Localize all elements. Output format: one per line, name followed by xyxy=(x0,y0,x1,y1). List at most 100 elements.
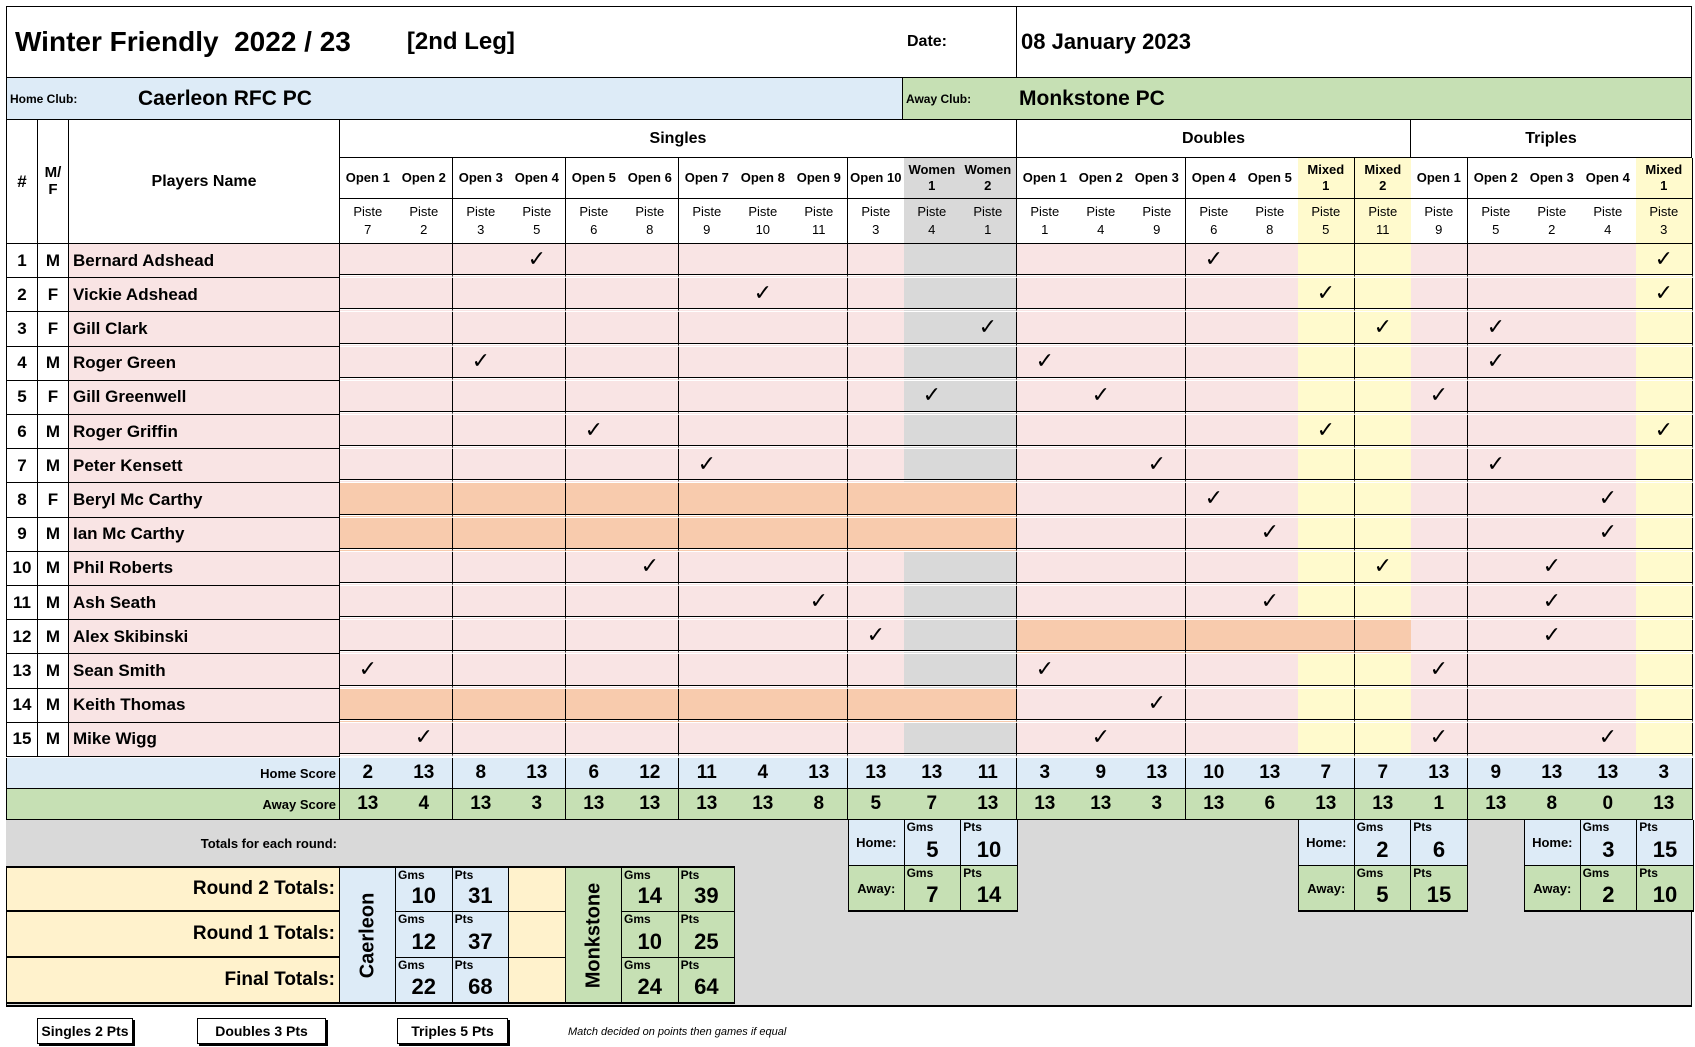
selection-cell[interactable] xyxy=(679,654,736,689)
selection-cell[interactable] xyxy=(509,346,566,381)
selection-cell[interactable] xyxy=(509,654,566,689)
selection-cell[interactable] xyxy=(1186,312,1243,347)
selection-cell[interactable] xyxy=(1017,415,1074,450)
selection-cell[interactable] xyxy=(1186,278,1243,313)
selection-cell[interactable] xyxy=(904,551,961,586)
selection-cell[interactable] xyxy=(848,654,905,689)
selection-cell[interactable] xyxy=(679,380,736,415)
selection-cell[interactable] xyxy=(848,551,905,586)
selection-cell[interactable] xyxy=(1186,620,1243,655)
selection-cell[interactable] xyxy=(1073,483,1130,518)
selection-cell[interactable] xyxy=(1524,312,1581,347)
selection-cell[interactable] xyxy=(960,483,1017,518)
selection-cell[interactable] xyxy=(1073,278,1130,313)
selection-cell[interactable] xyxy=(1129,346,1186,381)
selection-cell[interactable] xyxy=(509,312,566,347)
selection-cell[interactable] xyxy=(340,449,397,484)
selection-cell[interactable] xyxy=(904,483,961,518)
selection-cell[interactable] xyxy=(791,449,848,484)
selection-cell[interactable] xyxy=(1355,346,1412,381)
selection-cell[interactable]: ✓ xyxy=(1073,380,1130,415)
selection-cell[interactable] xyxy=(791,244,848,279)
selection-cell[interactable]: ✓ xyxy=(1468,346,1525,381)
selection-cell[interactable] xyxy=(340,722,397,757)
selection-cell[interactable] xyxy=(960,449,1017,484)
selection-cell[interactable]: ✓ xyxy=(396,722,453,757)
selection-cell[interactable]: ✓ xyxy=(1580,722,1637,757)
selection-cell[interactable] xyxy=(1636,586,1693,621)
selection-cell[interactable] xyxy=(1636,483,1693,518)
selection-cell[interactable]: ✓ xyxy=(509,244,566,279)
selection-cell[interactable] xyxy=(1580,312,1637,347)
selection-cell[interactable] xyxy=(1186,346,1243,381)
selection-cell[interactable] xyxy=(1242,312,1299,347)
selection-cell[interactable] xyxy=(1017,620,1074,655)
selection-cell[interactable] xyxy=(679,278,736,313)
selection-cell[interactable] xyxy=(1580,654,1637,689)
selection-cell[interactable] xyxy=(453,449,510,484)
selection-cell[interactable] xyxy=(1468,380,1525,415)
selection-cell[interactable] xyxy=(1468,244,1525,279)
selection-cell[interactable] xyxy=(735,586,792,621)
selection-cell[interactable]: ✓ xyxy=(1298,278,1355,313)
selection-cell[interactable] xyxy=(848,688,905,723)
selection-cell[interactable] xyxy=(1073,688,1130,723)
selection-cell[interactable] xyxy=(566,586,623,621)
selection-cell[interactable] xyxy=(509,620,566,655)
selection-cell[interactable] xyxy=(396,517,453,552)
selection-cell[interactable] xyxy=(1636,654,1693,689)
selection-cell[interactable] xyxy=(848,449,905,484)
selection-cell[interactable] xyxy=(1017,449,1074,484)
selection-cell[interactable] xyxy=(1073,551,1130,586)
selection-cell[interactable] xyxy=(1242,722,1299,757)
selection-cell[interactable] xyxy=(453,415,510,450)
selection-cell[interactable] xyxy=(1468,483,1525,518)
selection-cell[interactable] xyxy=(735,415,792,450)
selection-cell[interactable] xyxy=(566,620,623,655)
selection-cell[interactable]: ✓ xyxy=(1355,312,1412,347)
selection-cell[interactable] xyxy=(566,346,623,381)
selection-cell[interactable] xyxy=(1242,551,1299,586)
selection-cell[interactable] xyxy=(1017,312,1074,347)
selection-cell[interactable] xyxy=(566,722,623,757)
selection-cell[interactable] xyxy=(791,312,848,347)
selection-cell[interactable] xyxy=(735,244,792,279)
selection-cell[interactable]: ✓ xyxy=(1636,278,1693,313)
selection-cell[interactable] xyxy=(791,688,848,723)
selection-cell[interactable]: ✓ xyxy=(848,620,905,655)
selection-cell[interactable] xyxy=(791,620,848,655)
selection-cell[interactable] xyxy=(1468,586,1525,621)
selection-cell[interactable] xyxy=(1355,722,1412,757)
selection-cell[interactable] xyxy=(679,346,736,381)
selection-cell[interactable] xyxy=(848,483,905,518)
selection-cell[interactable] xyxy=(340,620,397,655)
selection-cell[interactable] xyxy=(622,244,679,279)
selection-cell[interactable] xyxy=(396,620,453,655)
selection-cell[interactable] xyxy=(1468,415,1525,450)
selection-cell[interactable]: ✓ xyxy=(1186,483,1243,518)
selection-cell[interactable] xyxy=(1017,483,1074,518)
selection-cell[interactable] xyxy=(1298,654,1355,689)
selection-cell[interactable] xyxy=(453,517,510,552)
selection-cell[interactable] xyxy=(1073,517,1130,552)
selection-cell[interactable] xyxy=(509,722,566,757)
selection-cell[interactable] xyxy=(509,483,566,518)
selection-cell[interactable] xyxy=(566,312,623,347)
selection-cell[interactable] xyxy=(509,551,566,586)
selection-cell[interactable] xyxy=(1298,517,1355,552)
selection-cell[interactable] xyxy=(1411,483,1468,518)
selection-cell[interactable] xyxy=(1186,654,1243,689)
selection-cell[interactable] xyxy=(848,312,905,347)
selection-cell[interactable] xyxy=(1242,346,1299,381)
selection-cell[interactable] xyxy=(735,620,792,655)
selection-cell[interactable] xyxy=(1242,449,1299,484)
selection-cell[interactable] xyxy=(1636,722,1693,757)
selection-cell[interactable] xyxy=(1129,380,1186,415)
selection-cell[interactable] xyxy=(1186,722,1243,757)
selection-cell[interactable] xyxy=(396,586,453,621)
selection-cell[interactable]: ✓ xyxy=(904,380,961,415)
selection-cell[interactable]: ✓ xyxy=(791,586,848,621)
selection-cell[interactable] xyxy=(904,415,961,450)
selection-cell[interactable] xyxy=(1468,654,1525,689)
selection-cell[interactable] xyxy=(904,312,961,347)
